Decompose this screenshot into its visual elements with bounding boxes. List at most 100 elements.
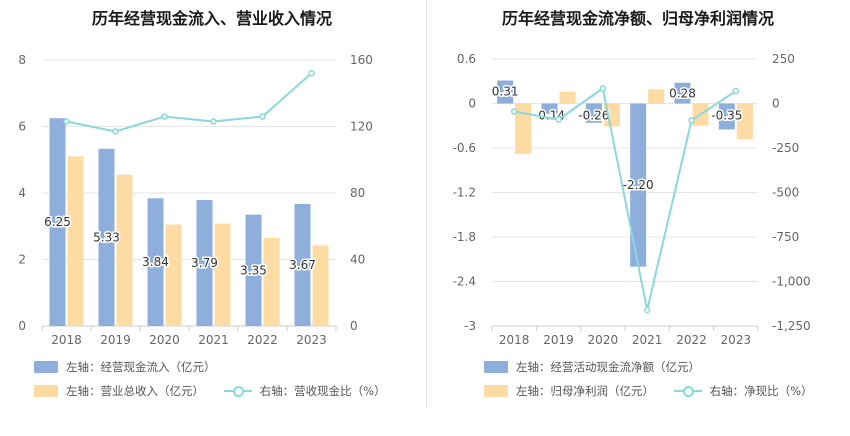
y-tick-label: 6: [18, 120, 26, 134]
bar: [67, 156, 84, 326]
right-chart: 0.6 0 -0.6 -1.2 -1.8 -2.4 -3 250 0 -250 -500 -750 -1…: [453, 52, 811, 347]
legend-label: 左轴：归母净利润（亿元）: [516, 384, 654, 398]
bar-data-label: 3.35: [240, 263, 267, 277]
line-series: [66, 72, 313, 133]
x-tick-label: 2022: [676, 333, 707, 347]
x-tick-label: 2023: [721, 333, 752, 347]
legend-item-net-cash-ratio[interactable]: 右轴：净现比（%）: [673, 383, 813, 399]
x-tick-label: 2023: [296, 333, 327, 347]
bar-data-label: 0.28: [669, 87, 696, 101]
y-tick-label: -1.8: [453, 230, 476, 244]
line-point: [63, 118, 70, 125]
legend-item-net-cash-flow[interactable]: 左轴：经营活动现金流净额（亿元）: [484, 359, 700, 375]
line-point: [161, 113, 168, 120]
x-tick-label: 2019: [100, 333, 131, 347]
bar: [718, 103, 735, 130]
bar: [312, 245, 329, 326]
x-tick-label: 2020: [588, 333, 619, 347]
y2-tick-label: -1,250: [772, 319, 811, 333]
line-point: [599, 85, 607, 92]
line-point: [732, 87, 740, 95]
bar-data-label: 0.31: [492, 85, 519, 99]
bar: [585, 103, 602, 123]
bar-data-label: 6.25: [44, 215, 71, 229]
left-legend-row1: 左轴：经营现金流入（亿元）: [34, 359, 232, 376]
line-point: [112, 128, 119, 135]
x-tick-label: 2020: [149, 333, 180, 347]
bar: [630, 103, 647, 267]
bar: [49, 118, 66, 326]
legend-swatch: [484, 361, 508, 373]
right-chart-title: 历年经营现金流净额、归母净利润情况: [501, 9, 774, 28]
line-point: [688, 117, 695, 124]
bar: [245, 214, 262, 326]
bar-data-label: 5.33: [93, 230, 120, 244]
y2-tick-label: 40: [350, 253, 365, 267]
y-tick-label: -0.6: [453, 141, 476, 155]
y2-tick-label: -500: [772, 186, 799, 200]
y2-tick-label: 160: [350, 53, 373, 67]
bar: [214, 223, 231, 326]
legend-item-net-profit[interactable]: 左轴：归母净利润（亿元）: [484, 383, 654, 399]
x-tick-label: 2022: [247, 333, 278, 347]
line-point: [643, 306, 651, 314]
bar: [674, 82, 691, 104]
line-point: [555, 116, 562, 123]
y2-tick-label: 0: [772, 97, 780, 111]
bar: [98, 148, 115, 326]
y-tick-label: -3: [464, 319, 476, 333]
y-tick-label: -1.2: [453, 186, 476, 200]
line-point: [510, 108, 518, 115]
legend-item-revenue-cash-ratio[interactable]: 右轴：营收现金比（%）: [223, 383, 386, 399]
bar: [263, 237, 280, 326]
bar: [165, 224, 182, 326]
y2-tick-label: -1,000: [772, 275, 811, 289]
legend-label: 左轴：营业总收入（亿元）: [66, 384, 204, 398]
legend-label: 右轴：营收现金比（%）: [259, 384, 386, 398]
x-tick-label: 2018: [499, 333, 530, 347]
bar: [648, 89, 665, 104]
bar-data-label: 3.67: [289, 258, 316, 272]
bar: [196, 199, 213, 326]
y-tick-label: 2: [18, 253, 26, 267]
x-tick-label: 2021: [198, 333, 229, 347]
legend-label: 左轴：经营活动现金流净额（亿元）: [516, 360, 700, 374]
panel-divider: [426, 0, 427, 408]
bar-data-label: -0.26: [578, 109, 609, 123]
legend-line-marker-icon: [223, 385, 252, 397]
y-tick-label: 8: [18, 53, 26, 67]
line-point: [210, 118, 217, 125]
line-point: [259, 113, 266, 120]
y2-tick-label: 120: [350, 120, 373, 134]
bar-data-label: 3.84: [142, 255, 169, 269]
bar: [116, 174, 133, 326]
bar: [736, 103, 753, 140]
legend-label: 左轴：经营现金流入（亿元）: [66, 360, 216, 374]
legend-swatch: [34, 385, 58, 397]
y-tick-label: 4: [18, 186, 26, 200]
legend-item-cash-inflow[interactable]: 左轴：经营现金流入（亿元）: [34, 359, 216, 375]
left-legend-row2: 左轴：营业总收入（亿元） 右轴：营收现金比（%）: [34, 383, 402, 400]
x-tick-label: 2018: [51, 333, 82, 347]
left-chart-title: 历年经营现金流入、营业收入情况: [91, 9, 332, 28]
bar: [147, 198, 164, 326]
legend-swatch: [34, 361, 58, 373]
y-tick-label: -2.4: [453, 275, 476, 289]
legend-item-revenue[interactable]: 左轴：营业总收入（亿元）: [34, 383, 204, 399]
y-tick-label: 0: [18, 319, 26, 333]
bar: [497, 80, 514, 104]
y2-tick-label: -750: [772, 230, 799, 244]
legend-swatch: [484, 385, 508, 397]
bar-data-label: 3.79: [191, 256, 218, 270]
right-legend-row1: 左轴：经营活动现金流净额（亿元）: [484, 359, 716, 376]
bar-data-label: -2.20: [623, 178, 654, 192]
y-tick-label: 0: [468, 97, 476, 111]
bar: [515, 103, 532, 154]
bar: [294, 203, 311, 326]
line-series: [513, 86, 737, 311]
y2-tick-label: 250: [772, 52, 795, 66]
bar: [559, 91, 576, 104]
x-tick-label: 2019: [543, 333, 574, 347]
right-legend-row2: 左轴：归母净利润（亿元） 右轴：净现比（%）: [484, 383, 829, 400]
y-tick-label: 0.6: [457, 52, 476, 66]
